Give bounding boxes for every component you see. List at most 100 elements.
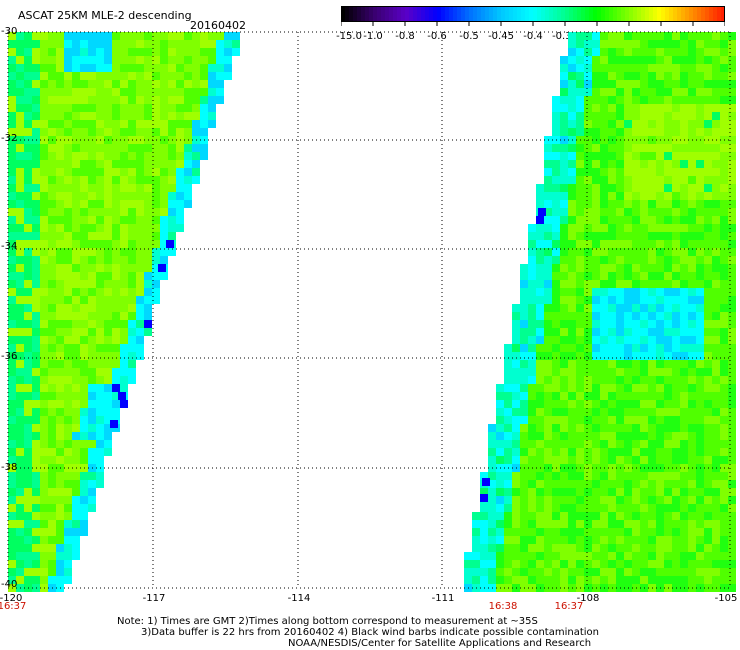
swath-cell <box>80 272 88 280</box>
swath-cell <box>32 200 40 208</box>
swath-cell <box>216 64 224 72</box>
swath-cell <box>568 368 576 376</box>
swath-cell <box>632 64 640 72</box>
swath-cell <box>128 144 136 152</box>
swath-cell <box>64 288 72 296</box>
swath-cell <box>144 304 152 312</box>
swath-cell <box>672 144 680 152</box>
swath-cell <box>552 352 560 360</box>
swath-cell <box>632 344 640 352</box>
swath-cell <box>656 472 664 480</box>
swath-cell <box>168 144 176 152</box>
swath-cell <box>672 280 680 288</box>
swath-cell <box>32 112 40 120</box>
swath-cell <box>640 248 648 256</box>
swath-cell <box>176 112 184 120</box>
swath-cell <box>568 168 576 176</box>
swath-cell <box>720 232 728 240</box>
swath-cell <box>696 344 704 352</box>
swath-cell <box>712 344 720 352</box>
swath-cell <box>48 32 56 40</box>
swath-cell <box>40 520 48 528</box>
swath-cell <box>584 336 592 344</box>
swath-cell <box>64 552 72 560</box>
swath-cell <box>24 448 32 456</box>
swath-cell <box>40 456 48 464</box>
swath-cell <box>528 336 536 344</box>
swath-cell <box>568 400 576 408</box>
swath-cell <box>32 536 40 544</box>
swath-cell <box>728 368 736 376</box>
swath-cell <box>64 240 72 248</box>
colorbar-swatch <box>497 6 502 22</box>
swath-cell <box>688 64 696 72</box>
swath-cell <box>632 248 640 256</box>
swath-cell <box>720 368 728 376</box>
swath-cell <box>632 528 640 536</box>
swath-cell <box>680 536 688 544</box>
swath-cell <box>632 40 640 48</box>
swath-cell <box>24 288 32 296</box>
swath-cell <box>88 88 96 96</box>
swath-cell <box>136 184 144 192</box>
swath-cell <box>728 280 736 288</box>
note-line-2: 3)Data buffer is 22 hrs from 20160402 4)… <box>141 627 599 638</box>
swath-cell <box>656 152 664 160</box>
swath-cell <box>480 488 488 496</box>
swath-cell <box>680 368 688 376</box>
swath-cell <box>600 456 608 464</box>
colorbar-swatch <box>389 6 394 22</box>
swath-cell <box>720 432 728 440</box>
swath-cell <box>16 520 24 528</box>
swath-cell <box>512 560 520 568</box>
swath-cell <box>728 144 736 152</box>
swath-cell <box>24 104 32 112</box>
swath-cell <box>16 128 24 136</box>
swath-cell <box>152 288 160 296</box>
swath-cell <box>88 416 96 424</box>
swath-cell <box>712 392 720 400</box>
swath-cell <box>40 504 48 512</box>
swath-cell <box>520 368 528 376</box>
swath-cell <box>176 88 184 96</box>
swath-cell <box>728 184 736 192</box>
swath-cell <box>528 496 536 504</box>
swath-cell <box>48 112 56 120</box>
swath-cell <box>520 552 528 560</box>
swath-cell <box>504 376 512 384</box>
swath-cell <box>8 192 16 200</box>
swath-cell <box>560 352 568 360</box>
swath-cell <box>96 352 104 360</box>
swath-cell <box>664 432 672 440</box>
swath-cell <box>664 88 672 96</box>
swath-cell <box>536 360 544 368</box>
swath-cell <box>552 288 560 296</box>
swath-cell <box>512 304 520 312</box>
swath-cell <box>712 368 720 376</box>
swath-cell <box>208 56 216 64</box>
colorbar-swatch <box>705 6 710 22</box>
swath-cell <box>64 576 72 584</box>
swath-cell <box>184 184 192 192</box>
swath-cell <box>544 384 552 392</box>
swath-cell <box>16 544 24 552</box>
swath-cell <box>672 552 680 560</box>
swath-cell <box>712 312 720 320</box>
swath-cell <box>160 192 168 200</box>
swath-cell <box>152 248 160 256</box>
swath-cell <box>584 304 592 312</box>
swath-cell <box>696 400 704 408</box>
swath-cell <box>560 56 568 64</box>
swath-cell <box>584 544 592 552</box>
swath-cell <box>528 488 536 496</box>
swath-cell <box>40 208 48 216</box>
swath-cell <box>152 208 160 216</box>
swath-cell <box>568 96 576 104</box>
swath-cell <box>24 280 32 288</box>
swath-cell <box>152 32 160 40</box>
swath-cell <box>528 408 536 416</box>
swath-cell <box>552 568 560 576</box>
swath-cell <box>728 496 736 504</box>
swath-cell <box>104 152 112 160</box>
swath-cell <box>608 296 616 304</box>
